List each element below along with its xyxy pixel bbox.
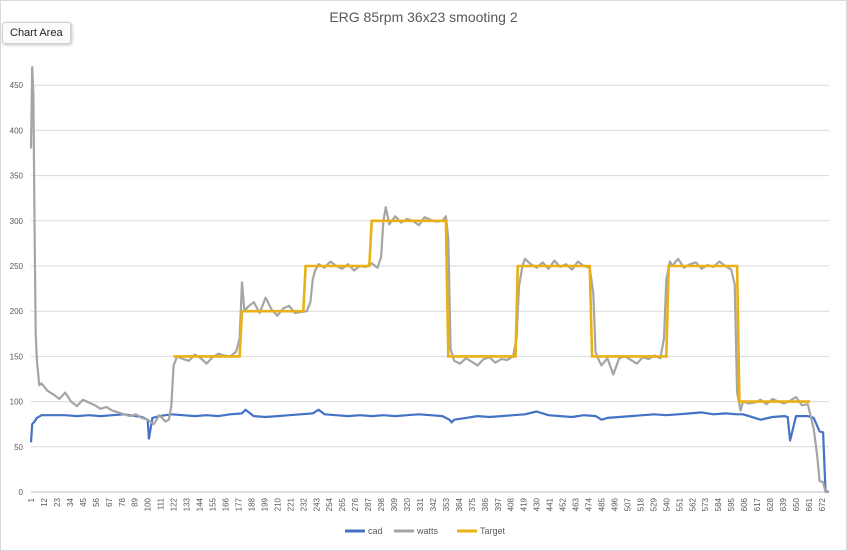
x-tick-label: 342 <box>429 497 438 511</box>
x-tick-label: 23 <box>53 497 62 506</box>
x-tick-label: 408 <box>507 497 516 511</box>
x-tick-label: 364 <box>455 497 464 511</box>
y-tick-label: 400 <box>10 126 24 135</box>
x-tick-label: 221 <box>286 497 295 511</box>
x-tick-label: 551 <box>675 497 684 511</box>
y-tick-label: 250 <box>10 262 24 271</box>
x-tick-label: 210 <box>273 497 282 511</box>
x-tick-label: 89 <box>131 497 140 506</box>
x-tick-label: 199 <box>260 497 269 511</box>
x-tick-label: 562 <box>688 497 697 511</box>
x-tick-label: 78 <box>118 497 127 506</box>
x-tick-label: 331 <box>416 497 425 511</box>
x-tick-label: 298 <box>377 497 386 511</box>
y-tick-label: 200 <box>10 307 24 316</box>
x-tick-label: 34 <box>66 497 75 506</box>
x-tick-label: 177 <box>234 497 243 511</box>
series-line-cad <box>29 408 830 494</box>
x-tick-label: 353 <box>442 497 451 511</box>
x-tick-label: 540 <box>662 497 671 511</box>
x-tick-label: 111 <box>157 497 166 510</box>
x-tick-label: 485 <box>598 497 607 511</box>
x-tick-label: 45 <box>79 497 88 506</box>
chart-area-tooltip: Chart Area <box>2 22 71 44</box>
x-tick-label: 12 <box>40 497 49 506</box>
x-tick-label: 606 <box>740 497 749 511</box>
series-line-watts <box>29 65 829 494</box>
x-tick-label: 309 <box>390 497 399 511</box>
series-lines <box>29 65 830 494</box>
gridlines <box>31 84 829 448</box>
x-tick-label: 474 <box>585 497 594 511</box>
x-tick-label: 672 <box>818 497 827 511</box>
x-tick-label: 276 <box>351 497 360 511</box>
x-tick-label: 243 <box>312 497 321 511</box>
x-tick-label: 144 <box>196 497 205 511</box>
x-tick-label: 254 <box>325 497 334 511</box>
x-tick-label: 661 <box>805 497 814 511</box>
series-line-target <box>173 219 811 403</box>
legend-label-cad: cad <box>368 526 383 536</box>
x-tick-label: 100 <box>144 497 153 511</box>
x-tick-label: 232 <box>299 497 308 511</box>
y-tick-label: 100 <box>10 398 24 407</box>
x-tick-label: 375 <box>468 497 477 511</box>
y-tick-label: 300 <box>10 217 24 226</box>
x-tick-label: 529 <box>649 497 658 511</box>
y-tick-label: 350 <box>10 172 24 181</box>
x-tick-label: 320 <box>403 497 412 511</box>
x-tick-label: 463 <box>572 497 581 511</box>
y-axis-ticks: 0 50 100 150 200 250 300 350 400 450 <box>10 81 24 497</box>
x-tick-label: 188 <box>247 497 256 511</box>
x-tick-label: 67 <box>105 497 114 506</box>
legend: cad watts Target <box>345 526 506 536</box>
y-tick-label: 0 <box>19 488 24 497</box>
x-tick-label: 628 <box>766 497 775 511</box>
x-tick-label: 573 <box>701 497 710 511</box>
y-tick-label: 50 <box>14 443 23 452</box>
x-tick-label: 496 <box>610 497 619 511</box>
y-tick-label: 150 <box>10 352 24 361</box>
x-tick-label: 617 <box>753 497 762 511</box>
x-tick-label: 639 <box>779 497 788 511</box>
x-tick-label: 452 <box>559 497 568 511</box>
x-axis-ticks: 1 12 23 34 45 56 67 78 89 100 111 122 133 144 155 166 17… <box>27 497 827 511</box>
x-tick-label: 133 <box>183 497 192 511</box>
x-tick-label: 122 <box>170 497 179 511</box>
x-tick-label: 584 <box>714 497 723 511</box>
x-tick-label: 430 <box>533 497 542 511</box>
x-tick-label: 287 <box>364 497 373 511</box>
x-tick-label: 386 <box>481 497 490 511</box>
x-tick-label: 595 <box>727 497 736 511</box>
legend-label-target: Target <box>480 526 506 536</box>
x-tick-label: 56 <box>92 497 101 506</box>
x-tick-label: 650 <box>792 497 801 511</box>
chart-title: ERG 85rpm 36x23 smooting 2 <box>329 9 518 25</box>
x-tick-label: 1 <box>27 497 36 502</box>
x-tick-label: 397 <box>494 497 503 511</box>
x-tick-label: 507 <box>623 497 632 511</box>
x-tick-label: 441 <box>546 497 555 511</box>
legend-label-watts: watts <box>416 526 439 536</box>
x-tick-label: 166 <box>221 497 230 511</box>
x-tick-label: 155 <box>209 497 218 511</box>
y-tick-label: 450 <box>10 81 24 90</box>
x-tick-label: 518 <box>636 497 645 511</box>
x-tick-label: 265 <box>338 497 347 511</box>
x-tick-label: 419 <box>520 497 529 511</box>
